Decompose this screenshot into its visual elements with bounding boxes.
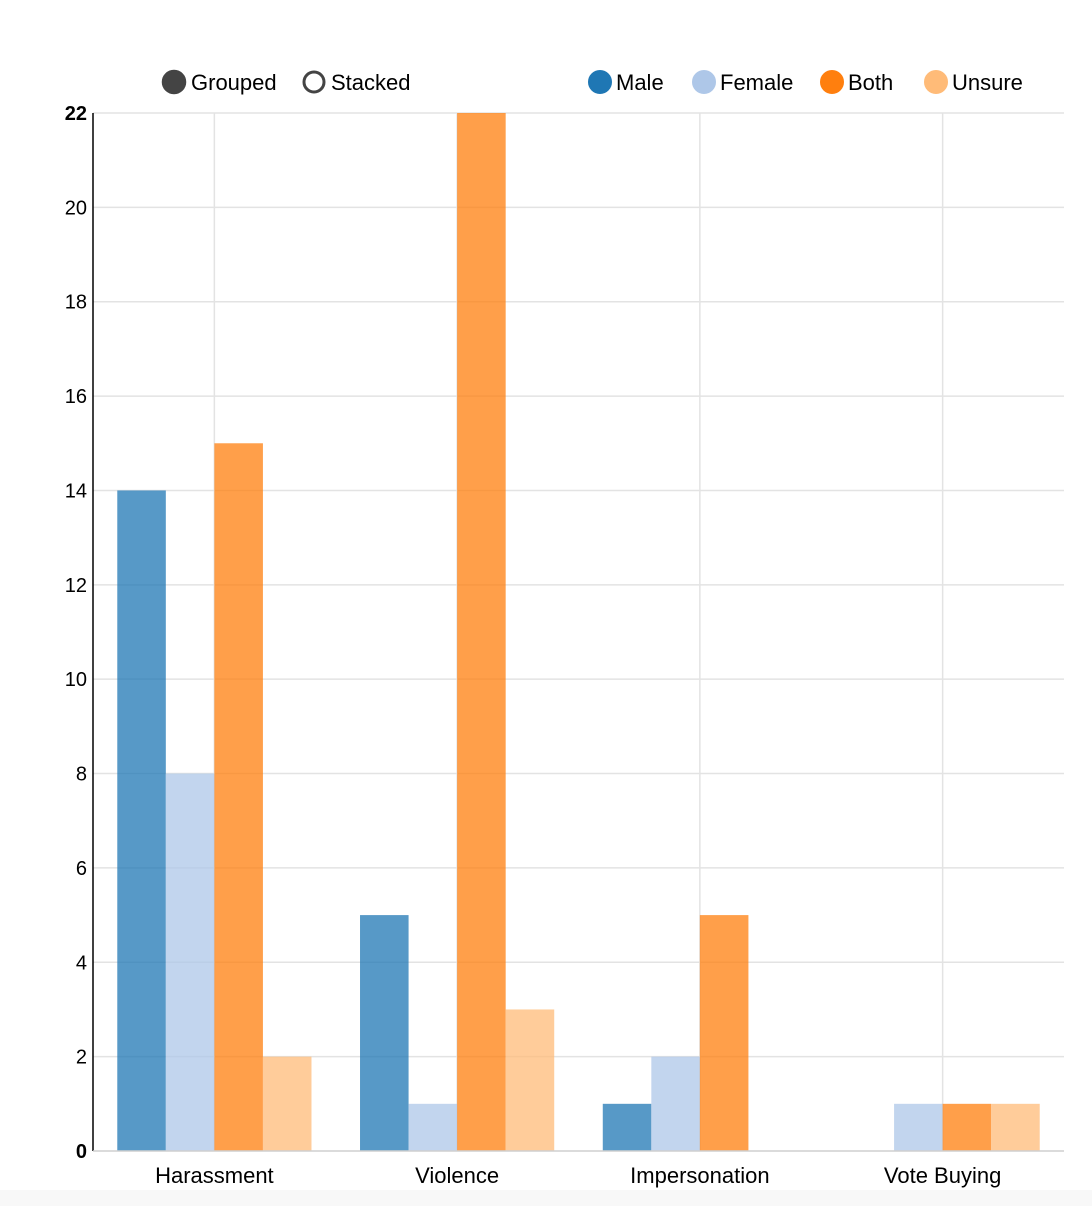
legend-swatch-icon[interactable]	[820, 70, 844, 94]
y-tick-label: 22	[65, 103, 87, 125]
stacked-toggle[interactable]: Stacked	[302, 70, 411, 95]
bar-male-violence[interactable]	[360, 915, 409, 1151]
footer-strip	[0, 1190, 1092, 1206]
grouped-toggle[interactable]: Grouped	[161, 69, 277, 95]
bar-both-violence[interactable]	[457, 113, 506, 1151]
bar-female-impersonation[interactable]	[651, 1056, 700, 1151]
bar-unsure-harassment[interactable]	[262, 1056, 312, 1151]
y-tick-label: 8	[76, 764, 87, 786]
y-tick-label: 2	[76, 1047, 87, 1069]
y-tick-label: 12	[65, 575, 87, 597]
y-tick-label: 20	[65, 197, 87, 219]
axes: 0 2 4 6 8 10 12 14 16 18 20 22 Harassment Violence Imp…	[65, 103, 1064, 1188]
legend-label[interactable]: Both	[848, 70, 893, 95]
x-tick-label: Impersonation	[630, 1163, 769, 1188]
legend-item-female[interactable]: Female	[692, 70, 793, 95]
bar-female-vote-buying[interactable]	[894, 1103, 943, 1151]
legend-item-both[interactable]: Both	[820, 70, 893, 95]
legend-item-male[interactable]: Male	[588, 70, 664, 95]
x-tick-label: Violence	[415, 1163, 499, 1188]
y-tick-label: 10	[65, 669, 87, 691]
legend: Male Female Both Unsure	[588, 70, 1023, 95]
bar-male-harassment[interactable]	[117, 490, 166, 1151]
x-tick-label: Harassment	[155, 1163, 274, 1188]
stacked-radio-icon[interactable]	[302, 70, 326, 94]
bar-unsure-violence[interactable]	[505, 1009, 555, 1151]
legend-label[interactable]: Male	[616, 70, 664, 95]
y-tick-label: 14	[65, 480, 87, 502]
grouped-label[interactable]: Grouped	[191, 70, 277, 95]
y-tick-label: 4	[76, 952, 87, 974]
legend-swatch-icon[interactable]	[924, 70, 948, 94]
y-tick-label: 16	[65, 386, 87, 408]
stacked-label[interactable]: Stacked	[331, 70, 411, 95]
legend-item-unsure[interactable]: Unsure	[924, 70, 1023, 95]
legend-swatch-icon[interactable]	[588, 70, 612, 94]
x-tick-label: Vote Buying	[884, 1163, 1001, 1188]
bars-layer	[117, 113, 1040, 1152]
legend-swatch-icon[interactable]	[692, 70, 716, 94]
legend-label[interactable]: Unsure	[952, 70, 1023, 95]
y-tick-label: 6	[76, 858, 87, 880]
bar-male-impersonation[interactable]	[602, 1103, 652, 1151]
bar-female-harassment[interactable]	[165, 773, 215, 1151]
bar-unsure-vote-buying[interactable]	[991, 1103, 1040, 1151]
grouped-radio-icon[interactable]	[161, 69, 187, 95]
bar-both-harassment[interactable]	[214, 443, 263, 1152]
bar-both-vote-buying[interactable]	[942, 1103, 992, 1151]
y-tick-label: 0	[76, 1141, 87, 1163]
legend-label[interactable]: Female	[720, 70, 793, 95]
y-tick-label: 18	[65, 292, 87, 314]
bar-female-violence[interactable]	[408, 1103, 458, 1151]
bar-both-impersonation[interactable]	[699, 915, 749, 1151]
